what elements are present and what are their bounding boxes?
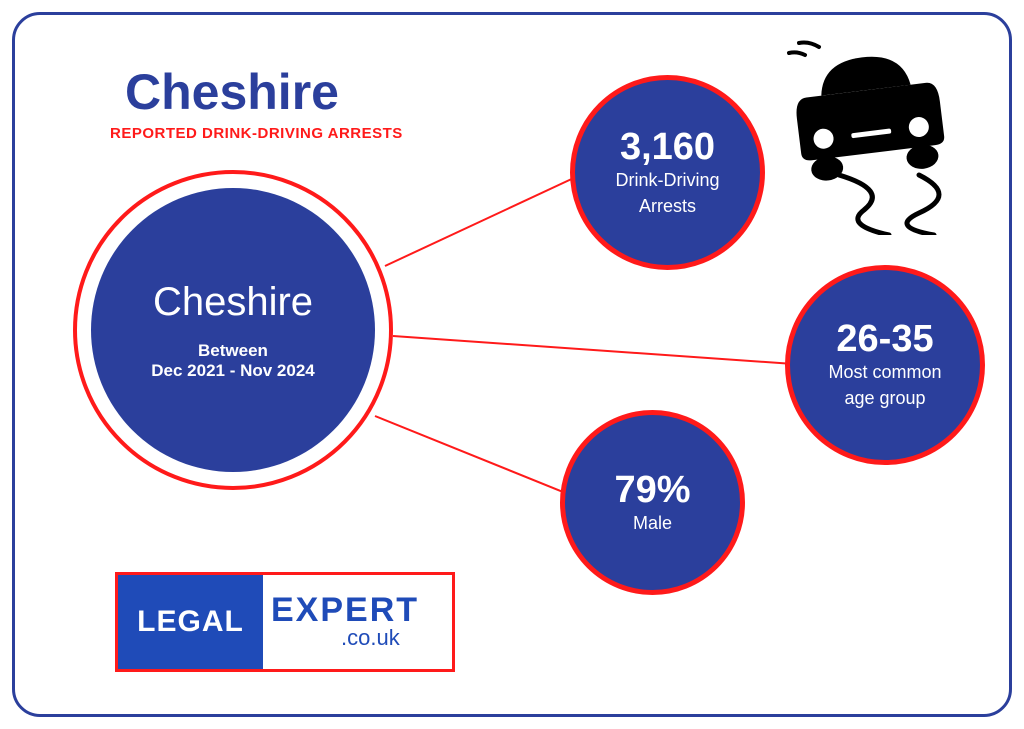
stat-male-pct: 79% Male [560, 410, 745, 595]
region-name: Cheshire [153, 280, 313, 325]
logo-left-text: LEGAL [118, 575, 263, 669]
page-subtitle: REPORTED DRINK-DRIVING ARRESTS [110, 125, 403, 142]
stat-label: Most common [828, 362, 941, 384]
stat-label: age group [844, 388, 925, 410]
stat-label: Male [633, 513, 672, 535]
infographic-frame: Cheshire REPORTED DRINK-DRIVING ARRESTS … [12, 12, 1012, 717]
logo-domain: .co.uk [341, 625, 400, 651]
logo-right: EXPERT .co.uk [263, 575, 452, 669]
stat-label: Drink-Driving [615, 170, 719, 192]
period-label: Between [198, 341, 268, 361]
connector-line [375, 415, 589, 503]
stat-arrests: 3,160 Drink-Driving Arrests [570, 75, 765, 270]
stat-label: Arrests [639, 196, 696, 218]
main-circle-content: Cheshire Between Dec 2021 - Nov 2024 [91, 188, 375, 472]
stat-value: 26-35 [836, 320, 933, 358]
legal-expert-logo: LEGAL EXPERT .co.uk [115, 572, 455, 672]
stat-age-group: 26-35 Most common age group [785, 265, 985, 465]
period-range: Dec 2021 - Nov 2024 [151, 361, 315, 381]
connector-line [385, 176, 576, 267]
page-title: Cheshire [125, 63, 339, 121]
logo-right-text: EXPERT [271, 593, 419, 627]
main-circle: Cheshire Between Dec 2021 - Nov 2024 [73, 170, 393, 490]
swerving-car-icon [769, 35, 969, 235]
stat-value: 3,160 [620, 128, 715, 166]
connector-line [393, 335, 792, 365]
stat-value: 79% [614, 471, 690, 509]
